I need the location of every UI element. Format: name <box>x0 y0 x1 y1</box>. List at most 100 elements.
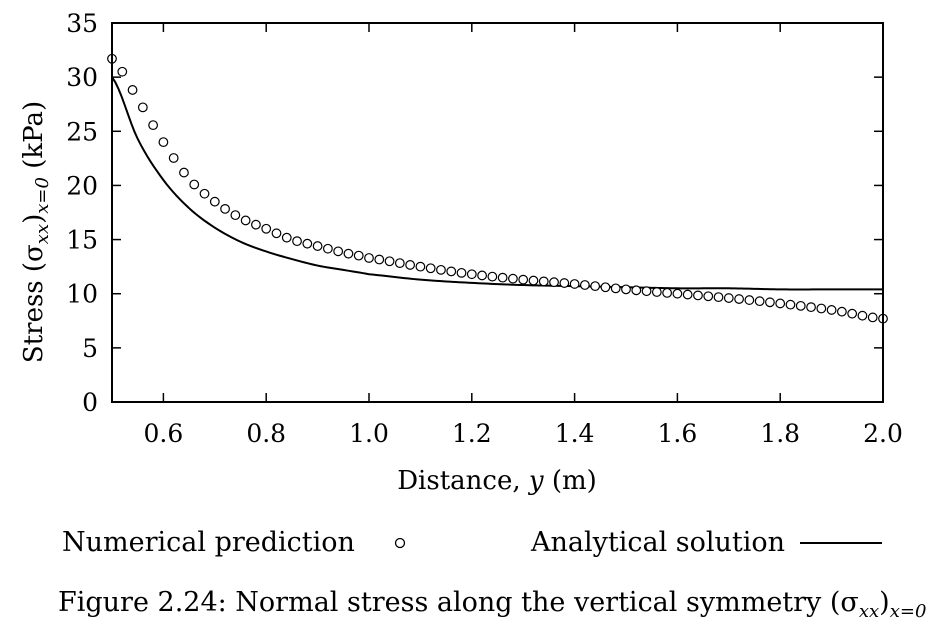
data-point-numerical <box>199 188 210 199</box>
data-point-numerical <box>765 297 775 308</box>
data-point-numerical <box>251 219 261 230</box>
data-point-numerical <box>662 287 673 298</box>
data-point-numerical <box>754 296 765 307</box>
data-point-numerical <box>158 137 169 148</box>
data-point-numerical <box>610 283 621 294</box>
figure-caption: Figure 2.24: Normal stress along the ver… <box>58 587 926 622</box>
data-point-numerical <box>179 167 189 178</box>
data-point-numerical <box>857 310 868 321</box>
legend-label-numerical: Numerical prediction <box>62 527 355 558</box>
data-point-numerical <box>240 215 251 226</box>
legend: Numerical prediction Analytical solution <box>62 527 882 558</box>
y-tick-label: 0 <box>82 388 98 417</box>
y-tick-label: 15 <box>66 226 98 255</box>
ticks-layer: 0.6 0.8 1.0 1.2 1.4 1.6 1.8 2.0 0 5 10 15 20 25 30 35 <box>66 9 903 448</box>
x-axis-label: Distance, y (m) <box>397 466 597 496</box>
data-point-numerical <box>734 294 744 304</box>
data-point-numerical <box>775 298 786 309</box>
data-point-numerical <box>425 263 436 274</box>
data-point-numerical <box>713 292 724 303</box>
data-point-numerical <box>672 288 683 299</box>
data-point-numerical <box>744 295 755 305</box>
data-point-numerical <box>518 274 529 285</box>
data-point-numerical <box>343 248 354 259</box>
data-point-numerical <box>487 271 498 282</box>
data-point-numerical <box>682 289 693 300</box>
x-tick-label: 1.0 <box>349 419 389 448</box>
data-point-numerical <box>394 258 405 269</box>
data-point-numerical <box>261 223 272 234</box>
y-axis-label: Stress (σxx)x=0 (kPa) <box>19 101 53 363</box>
y-tick-label: 25 <box>66 117 98 146</box>
data-point-numerical <box>364 253 374 263</box>
data-point-numerical <box>302 238 313 249</box>
y-tick-label: 20 <box>66 171 98 200</box>
legend-label-analytical: Analytical solution <box>530 527 785 558</box>
data-point-numerical <box>795 300 806 311</box>
data-point-numerical <box>569 279 580 289</box>
data-point-numerical <box>209 196 220 207</box>
y-tick-label: 5 <box>82 334 98 363</box>
data-point-numerical <box>189 179 200 190</box>
data-point-numerical <box>836 306 847 317</box>
data-point-numerical <box>312 241 323 251</box>
data-point-numerical <box>220 203 230 214</box>
x-tick-label: 2.0 <box>863 419 903 448</box>
legend-marker-numerical <box>394 537 406 549</box>
data-point-numerical <box>230 210 241 221</box>
data-point-numerical <box>456 267 467 278</box>
data-point-numerical <box>508 273 518 284</box>
y-tick-label: 35 <box>66 9 98 38</box>
data-point-numerical <box>693 290 703 301</box>
data-point-numerical <box>785 299 796 310</box>
data-point-numerical <box>816 303 827 314</box>
x-tick-label: 1.4 <box>555 419 595 448</box>
data-point-numerical <box>497 272 508 283</box>
data-point-numerical <box>271 228 282 239</box>
data-point-numerical <box>559 278 570 288</box>
data-point-numerical <box>641 286 652 297</box>
y-tick-label: 30 <box>66 63 98 92</box>
x-tick-label: 1.8 <box>760 419 800 448</box>
x-tick-label: 0.8 <box>246 419 286 448</box>
data-point-numerical <box>384 256 395 267</box>
data-point-numerical <box>137 102 148 113</box>
data-point-numerical <box>127 85 138 95</box>
x-tick-label: 1.6 <box>658 419 698 448</box>
data-point-numerical <box>148 120 159 130</box>
data-point-numerical <box>528 275 539 286</box>
data-point-numerical <box>405 260 416 270</box>
data-point-numerical <box>446 266 457 277</box>
plot-frame <box>111 22 884 403</box>
data-point-numerical <box>631 285 642 296</box>
data-point-numerical <box>703 291 714 302</box>
data-point-numerical <box>477 270 487 281</box>
data-point-numerical <box>292 236 302 247</box>
data-point-numerical <box>117 66 128 77</box>
data-point-numerical <box>466 269 477 280</box>
data-point-numerical <box>549 277 559 288</box>
data-point-numerical <box>723 293 734 303</box>
data-point-numerical <box>621 284 631 295</box>
data-point-numerical <box>168 153 179 163</box>
data-point-numerical <box>847 308 858 319</box>
data-point-numerical <box>374 254 385 265</box>
data-point-numerical <box>415 261 426 272</box>
data-point-numerical <box>281 232 292 243</box>
data-point-numerical <box>333 246 344 257</box>
data-point-numerical <box>353 250 364 261</box>
data-point-numerical <box>322 243 333 254</box>
x-tick-label: 0.6 <box>144 419 184 448</box>
data-point-numerical <box>826 305 837 315</box>
data-point-numerical <box>538 276 549 287</box>
data-point-numerical <box>590 281 601 292</box>
series-layer <box>107 53 888 324</box>
data-point-numerical <box>806 302 816 313</box>
data-point-numerical <box>651 287 662 297</box>
x-tick-label: 1.2 <box>452 419 492 448</box>
data-point-numerical <box>436 264 446 275</box>
data-point-numerical <box>600 282 611 293</box>
data-point-numerical <box>579 280 590 290</box>
data-point-numerical <box>867 312 878 323</box>
